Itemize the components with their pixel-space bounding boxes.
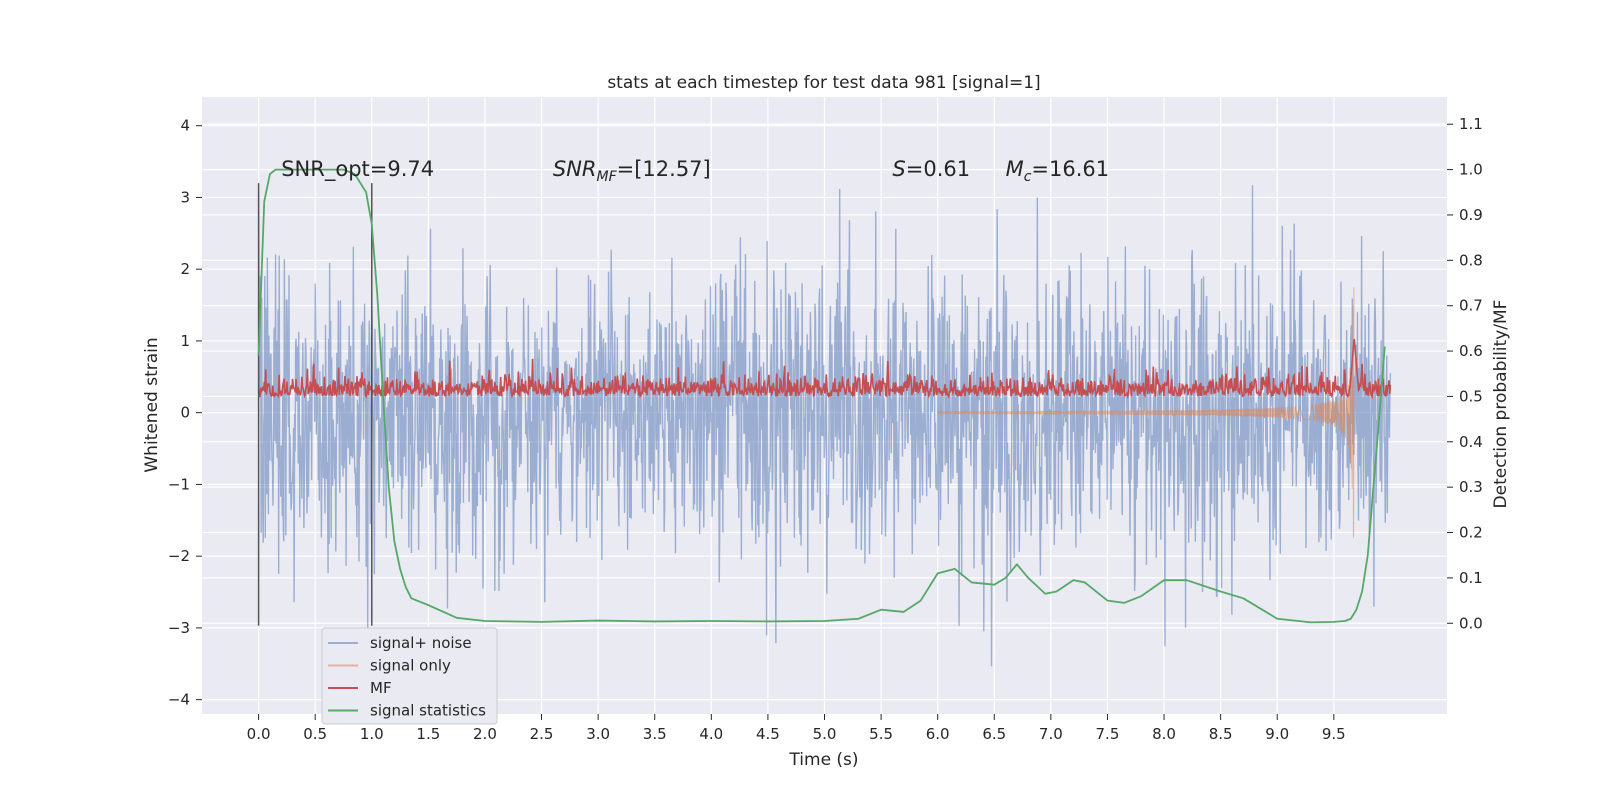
right-y-tick-label: 0.4 — [1459, 433, 1483, 451]
x-tick-label: 4.5 — [756, 725, 780, 743]
left-y-tick-label: 4 — [180, 117, 190, 135]
annotation-subscript: MF — [597, 169, 618, 185]
annotation-main: S — [892, 157, 905, 181]
x-axis-label: Time (s) — [788, 750, 858, 770]
right-y-tick-label: 0.2 — [1459, 524, 1483, 542]
right-y-tick-label: 0.8 — [1459, 251, 1483, 269]
x-tick-label: 2.5 — [530, 725, 554, 743]
x-tick-label: 7.5 — [1096, 725, 1120, 743]
right-y-tick-label: 0.1 — [1459, 569, 1483, 587]
right-y-tick-label: 1.1 — [1459, 115, 1483, 133]
right-y-axis-label: Detection probability/MF — [1491, 300, 1511, 509]
x-tick-label: 7.0 — [1039, 725, 1063, 743]
annotation-3: S=0.61 — [892, 157, 970, 181]
chart-title: stats at each timestep for test data 981… — [607, 73, 1040, 93]
legend-label: MF — [370, 679, 392, 697]
x-tick-label: 6.0 — [926, 725, 950, 743]
x-tick-label: 2.0 — [473, 725, 497, 743]
x-tick-label: 1.0 — [360, 725, 384, 743]
x-tick-label: 9.0 — [1265, 725, 1289, 743]
left-y-tick-label: −2 — [168, 547, 190, 565]
x-tick-label: 8.0 — [1152, 725, 1176, 743]
x-ticks: 0.0 0.5 1.0 1.5 2.0 2.5 3.0 3.5 4.0 4.5 5.0 5.5 6.0 6… — [247, 714, 1346, 743]
x-tick-label: 0.5 — [303, 725, 327, 743]
annotation-4: Mc=16.61 — [1006, 157, 1110, 185]
annotation-main: SNR_opt=9.74 — [281, 157, 434, 182]
right-y-ticks: 1.1 1.0 0.9 0.8 0.7 0.6 0.5 0.4 0.3 0.2 0.1 0.0 — [1447, 115, 1483, 632]
x-tick-label: 8.5 — [1209, 725, 1233, 743]
right-y-tick-label: 0.7 — [1459, 297, 1483, 315]
x-tick-label: 3.0 — [586, 725, 610, 743]
legend-label: signal only — [370, 657, 451, 675]
series-signal-statistics — [257, 168, 1386, 624]
mf-line — [257, 338, 1392, 400]
signal-only-line — [937, 287, 1355, 538]
legend: signal+ noise signal only MF signal statist… — [321, 627, 498, 725]
x-tick-label: 4.0 — [699, 725, 723, 743]
annotation-2: SNRMF=[12.57] — [553, 157, 711, 185]
signal-statistics-line — [257, 168, 1386, 624]
x-tick-label: 5.5 — [869, 725, 893, 743]
right-y-tick-label: 0.3 — [1459, 478, 1483, 496]
legend-label: signal+ noise — [370, 634, 472, 652]
right-y-tick-label: 0.9 — [1459, 206, 1483, 224]
annotation-subscript: c — [1024, 169, 1032, 185]
x-tick-label: 0.0 — [247, 725, 271, 743]
series-mf — [257, 338, 1392, 400]
legend-box — [321, 627, 498, 725]
left-y-tick-label: 1 — [180, 332, 190, 350]
x-tick-label: 3.5 — [643, 725, 667, 743]
right-y-tick-label: 0.0 — [1459, 614, 1483, 632]
annotation-value: =[12.57] — [617, 157, 711, 181]
series-signal-only — [937, 287, 1355, 538]
right-y-tick-label: 0.6 — [1459, 342, 1483, 360]
left-y-ticks: 4 3 2 1 0 −1 −2 −3 −4 — [168, 117, 202, 709]
left-y-tick-label: −4 — [168, 691, 190, 709]
series-signal-noise — [257, 185, 1392, 667]
right-y-tick-label: 0.5 — [1459, 387, 1483, 405]
annotation-main: M — [1006, 157, 1024, 181]
left-y-tick-label: 2 — [180, 260, 190, 278]
left-y-axis-label: Whitened strain — [142, 337, 162, 472]
left-y-tick-label: −3 — [168, 619, 190, 637]
x-tick-label: 1.5 — [416, 725, 440, 743]
x-tick-label: 6.5 — [982, 725, 1006, 743]
annotation-1: SNR_opt=9.74 — [281, 157, 434, 182]
annotation-value: =16.61 — [1031, 157, 1109, 181]
annotation-value: =0.61 — [906, 157, 970, 181]
vertical-markers — [257, 183, 373, 626]
annotations: SNR_opt=9.74 SNRMF=[12.57] S=0.61 Mc=16.61 — [281, 157, 1109, 185]
left-y-tick-label: −1 — [168, 475, 190, 493]
x-tick-label: 5.0 — [813, 725, 837, 743]
left-y-tick-label: 0 — [180, 404, 190, 422]
annotation-main: SNR — [553, 157, 597, 181]
x-tick-label: 9.5 — [1322, 725, 1346, 743]
legend-label: signal statistics — [370, 702, 486, 720]
right-y-tick-label: 1.0 — [1459, 161, 1483, 179]
left-y-tick-label: 3 — [180, 188, 190, 206]
signal-noise-line — [257, 185, 1392, 667]
